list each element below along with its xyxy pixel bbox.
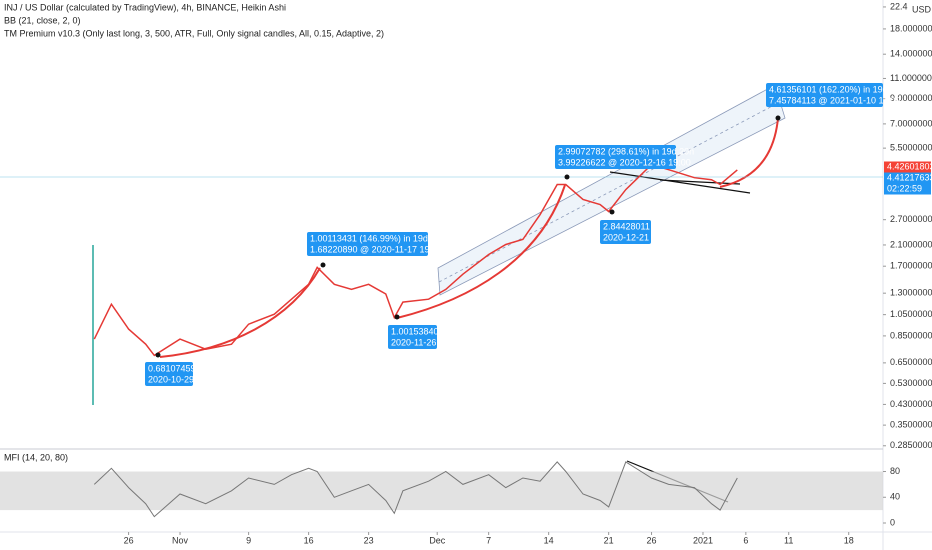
y-tick-label: 9.00000000 xyxy=(890,93,932,103)
indicator-label: BB (21, close, 2, 0) xyxy=(4,15,81,25)
projection-arc xyxy=(719,117,779,188)
y-tick-label: 0 xyxy=(890,517,895,527)
pivot-dot xyxy=(394,314,400,320)
x-tick-label: Nov xyxy=(172,535,189,545)
y-tick-label: 22.4 xyxy=(890,1,908,11)
x-tick-label: 2021 xyxy=(693,535,713,545)
x-tick-label: 21 xyxy=(604,535,614,545)
annotation-box xyxy=(145,362,193,386)
annotation-text: 7.45784113 @ 2021-01-10 11:00 xyxy=(769,95,900,105)
trend-line xyxy=(609,171,751,194)
annotation-text: 0.68107459 xyxy=(148,363,196,373)
y-tick-label: 40 xyxy=(890,492,900,502)
pivot-dot xyxy=(320,262,326,268)
price-tag-label: 4.42601803 xyxy=(887,161,932,171)
pivot-dot xyxy=(564,174,570,180)
y-tick-label: 1.30000000 xyxy=(890,288,932,298)
price-tag xyxy=(884,161,931,173)
y-tick-label: 2.10000000 xyxy=(890,239,932,249)
y-tick-label: 7.00000000 xyxy=(890,118,932,128)
y-tick-label: 1.70000000 xyxy=(890,261,932,271)
mfi-band xyxy=(0,471,883,511)
y-tick-label: 2.70000000 xyxy=(890,214,932,224)
annotation-box xyxy=(766,83,883,107)
annotation-text: 1.68220890 @ 2020-11-17 19:00 xyxy=(310,244,442,254)
annotation-text: 4.61356101 (162.20%) in 19d 12h xyxy=(769,84,905,94)
header-title: INJ / US Dollar (calculated by TradingVi… xyxy=(4,2,286,12)
x-tick-label: 18 xyxy=(844,535,854,545)
x-tick-label: 26 xyxy=(124,535,134,545)
x-tick-label: 16 xyxy=(304,535,314,545)
y-tick-label: 11.00000000 xyxy=(890,73,932,83)
currency: USD xyxy=(912,4,932,14)
annotation-text: 1.00113431 (146.99%) in 19d 16h xyxy=(310,233,445,243)
x-tick-label: 7 xyxy=(486,535,491,545)
y-tick-label: 18.00000000 xyxy=(890,23,932,33)
x-tick-label: 26 xyxy=(647,535,657,545)
pivot-dot xyxy=(609,209,615,215)
trend-line xyxy=(659,179,741,185)
price-tag xyxy=(884,172,931,184)
channel-mid xyxy=(438,101,781,283)
annotation-text: 2020-11-26 23:00 xyxy=(391,337,461,347)
annotation-text: 2020-10-29 03:00 xyxy=(148,374,219,384)
annotation-box xyxy=(600,220,651,244)
x-tick-label: 6 xyxy=(743,535,748,545)
price-tag-label: 4.41217633 xyxy=(887,172,932,182)
annotation-text: 2020-12-21 23:00 xyxy=(603,232,674,242)
pivot-dot xyxy=(155,352,161,358)
price-tag-label: 02:22:59 xyxy=(887,183,922,193)
annotation-text: 2.99072782 (298.61%) in 19d 20h xyxy=(558,146,694,156)
annotation-text: 2.84428011 xyxy=(603,221,650,231)
annotation-box xyxy=(555,145,676,169)
x-tick-label: 11 xyxy=(784,535,793,545)
x-tick-label: 14 xyxy=(544,535,554,545)
y-tick-label: 5.50000000 xyxy=(890,143,932,153)
x-tick-label: Dec xyxy=(429,535,446,545)
indicator-label: TM Premium v10.3 (Only last long, 3, 500… xyxy=(4,28,384,38)
price-tag xyxy=(884,183,931,195)
projection-arc xyxy=(396,184,566,319)
annotation-box xyxy=(388,325,437,349)
mfi-title: MFI (14, 20, 80) xyxy=(4,452,68,462)
annotation-text: 1.00153840 xyxy=(391,326,439,336)
annotation-text: 3.99226622 @ 2020-12-16 19:00 xyxy=(558,157,691,167)
x-tick-label: 9 xyxy=(246,535,251,545)
y-tick-label: 80 xyxy=(890,466,900,476)
pivot-dot xyxy=(775,115,781,121)
series-line xyxy=(93,461,738,518)
annotation-box xyxy=(307,232,428,256)
y-tick-label: 14.00000000 xyxy=(890,49,932,59)
x-tick-label: 23 xyxy=(364,535,374,545)
series-line xyxy=(93,163,738,357)
